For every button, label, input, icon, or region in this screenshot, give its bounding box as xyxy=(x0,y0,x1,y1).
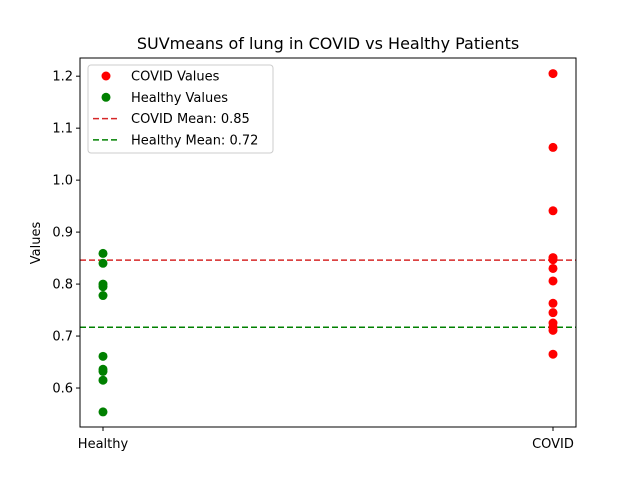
x-tick-label-0: Healthy xyxy=(78,437,129,452)
chart-title: SUVmeans of lung in COVID vs Healthy Pat… xyxy=(137,34,519,53)
data-point-healthy-9 xyxy=(98,407,108,417)
y-tick-label-1: 0.7 xyxy=(52,330,73,345)
legend-label-3: Healthy Mean: 0.72 xyxy=(131,133,258,148)
axes-frame xyxy=(79,57,577,428)
y-tick-label-5: 1.1 xyxy=(52,122,73,137)
data-point-covid-5 xyxy=(548,263,558,273)
data-point-covid-6 xyxy=(548,276,558,286)
data-point-covid-12 xyxy=(548,349,558,359)
data-point-covid-0 xyxy=(548,69,558,79)
data-point-healthy-5 xyxy=(98,351,108,361)
legend-marker-0 xyxy=(101,71,111,81)
x-tick-label-1: COVID xyxy=(532,437,574,452)
data-point-healthy-7 xyxy=(98,366,108,376)
data-point-healthy-4 xyxy=(98,291,108,301)
y-tick-label-6: 1.2 xyxy=(52,70,73,85)
data-point-covid-2 xyxy=(548,206,558,216)
legend-box xyxy=(87,64,274,154)
y-tick-label-4: 1.0 xyxy=(52,174,73,189)
legend-label-1: Healthy Values xyxy=(131,91,228,106)
data-point-healthy-0 xyxy=(98,248,108,258)
data-point-healthy-3 xyxy=(98,282,108,292)
data-point-covid-7 xyxy=(548,298,558,308)
legend-marker-1 xyxy=(101,92,111,102)
data-point-covid-1 xyxy=(548,142,558,152)
y-tick-label-0: 0.6 xyxy=(52,382,73,397)
data-point-healthy-1 xyxy=(98,258,108,268)
legend-label-2: COVID Mean: 0.85 xyxy=(131,112,250,127)
y-tick-label-3: 0.9 xyxy=(52,226,73,241)
data-point-covid-4 xyxy=(548,255,558,265)
data-point-covid-8 xyxy=(548,308,558,318)
data-point-covid-11 xyxy=(548,325,558,335)
y-tick-label-2: 0.8 xyxy=(52,278,73,293)
legend-label-0: COVID Values xyxy=(131,70,220,85)
y-axis-label: Values xyxy=(29,222,44,265)
plot-area: 0.6 0.7 0.8 0.9 1.0 1.1 1.2 Healthy COVID COVID V… xyxy=(52,57,577,452)
data-point-healthy-8 xyxy=(98,375,108,385)
